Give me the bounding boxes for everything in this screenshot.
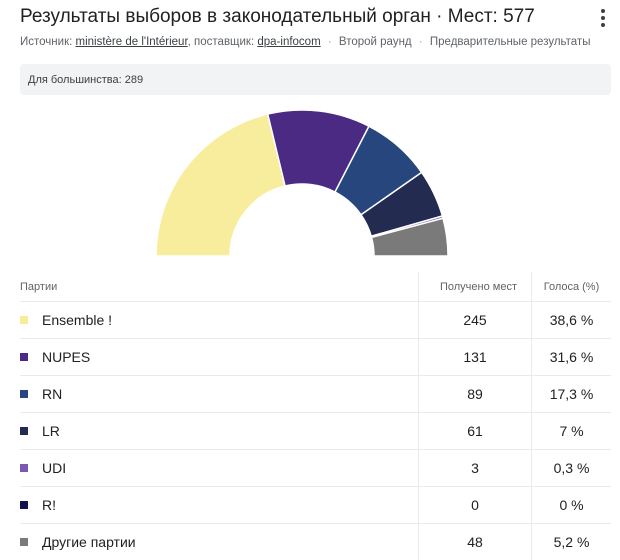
party-name: R! bbox=[42, 497, 56, 513]
page-title: Результаты выборов в законодательный орг… bbox=[20, 6, 535, 27]
party-name: Другие партии bbox=[42, 534, 136, 550]
votes-cell: 5,2 % bbox=[531, 524, 611, 560]
party-color-swatch bbox=[20, 316, 28, 324]
source-prefix: Источник: bbox=[20, 36, 73, 48]
majority-bar: Для большинства: 289 bbox=[20, 64, 611, 95]
party-cell: R! bbox=[20, 497, 418, 513]
party-cell: RN bbox=[20, 386, 418, 402]
table-row: Ensemble ! 245 38,6 % bbox=[20, 302, 611, 339]
header: Результаты выборов в законодательный орг… bbox=[20, 6, 615, 32]
votes-cell: 38,6 % bbox=[531, 302, 611, 338]
col-party-header: Партии bbox=[20, 280, 58, 293]
seats-cell: 61 bbox=[418, 413, 531, 449]
party-name: Ensemble ! bbox=[42, 312, 113, 328]
party-cell: NUPES bbox=[20, 349, 418, 365]
seats-cell: 3 bbox=[418, 450, 531, 486]
party-name: UDI bbox=[42, 460, 67, 476]
results-table: Партии Получено мест Голоса (%) Ensemble… bbox=[20, 272, 611, 560]
table-row: NUPES 131 31,6 % bbox=[20, 339, 611, 376]
provider-link[interactable]: dpa-infocom bbox=[257, 36, 321, 48]
party-color-swatch bbox=[20, 353, 28, 361]
chart-segment-7[interactable] bbox=[370, 217, 449, 257]
majority-label: Для большинства: 289 bbox=[28, 73, 144, 86]
col-seats-header: Получено мест bbox=[418, 272, 531, 301]
separator: · bbox=[418, 36, 423, 48]
votes-cell: 31,6 % bbox=[531, 339, 611, 375]
chart-segment-1[interactable] bbox=[155, 113, 287, 257]
table-row: R! 0 0 % bbox=[20, 487, 611, 524]
party-cell: Другие партии bbox=[20, 534, 418, 550]
round-label: Второй раунд bbox=[338, 36, 412, 48]
table-row: UDI 3 0,3 % bbox=[20, 450, 611, 487]
provider-prefix: , поставщик: bbox=[187, 36, 255, 48]
table-row: Другие партии 48 5,2 % bbox=[20, 524, 611, 560]
party-name: LR bbox=[42, 423, 60, 439]
party-color-swatch bbox=[20, 427, 28, 435]
seats-cell: 0 bbox=[418, 487, 531, 523]
votes-cell: 0 % bbox=[531, 487, 611, 523]
seats-cell: 48 bbox=[418, 524, 531, 560]
seats-cell: 131 bbox=[418, 339, 531, 375]
seats-cell: 245 bbox=[418, 302, 531, 338]
party-color-swatch bbox=[20, 538, 28, 546]
source-line: Источник: ministère de l'Intérieur, пост… bbox=[20, 36, 590, 48]
party-name: NUPES bbox=[42, 349, 91, 365]
party-name: RN bbox=[42, 386, 63, 402]
party-cell: LR bbox=[20, 423, 418, 439]
table-header: Партии Получено мест Голоса (%) bbox=[20, 272, 611, 302]
status-label: Предварительные результаты bbox=[429, 36, 591, 48]
party-cell: Ensemble ! bbox=[20, 312, 418, 328]
col-votes-header: Голоса (%) bbox=[531, 272, 611, 301]
votes-cell: 17,3 % bbox=[531, 376, 611, 412]
separator: · bbox=[327, 36, 332, 48]
party-color-swatch bbox=[20, 464, 28, 472]
votes-cell: 0,3 % bbox=[531, 450, 611, 486]
table-row: RN 89 17,3 % bbox=[20, 376, 611, 413]
party-color-swatch bbox=[20, 501, 28, 509]
party-color-swatch bbox=[20, 390, 28, 398]
more-vert-icon[interactable] bbox=[595, 8, 611, 28]
seat-chart bbox=[155, 109, 449, 257]
table-row: LR 61 7 % bbox=[20, 413, 611, 450]
votes-cell: 7 % bbox=[531, 413, 611, 449]
party-cell: UDI bbox=[20, 460, 418, 476]
source-link[interactable]: ministère de l'Intérieur bbox=[75, 36, 188, 48]
seats-cell: 89 bbox=[418, 376, 531, 412]
